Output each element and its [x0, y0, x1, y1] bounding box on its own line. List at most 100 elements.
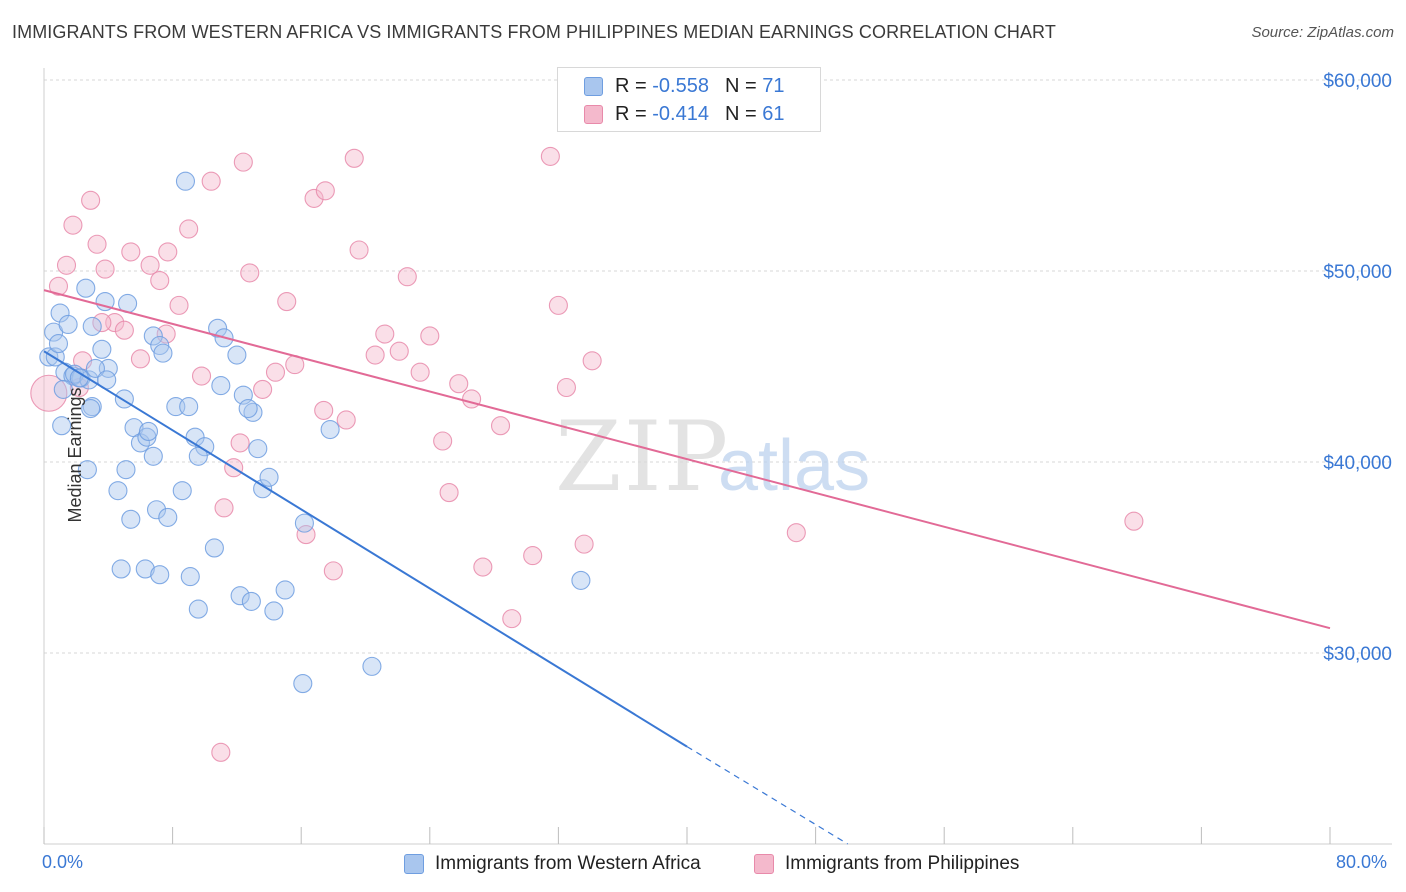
data-point: [153, 343, 173, 363]
data-point: [56, 255, 77, 275]
data-point: [92, 339, 112, 359]
data-point: [230, 433, 250, 453]
data-point: [294, 513, 314, 533]
data-point: [158, 507, 178, 527]
y-tick-label: $30,000: [1323, 644, 1392, 665]
data-point: [433, 431, 453, 451]
data-point: [58, 314, 78, 335]
data-point: [195, 437, 215, 457]
data-point: [397, 267, 417, 287]
pink-swatch-icon: [754, 854, 774, 874]
series-western-africa-points: [39, 171, 591, 694]
legend-row-western-africa: R = -0.558 N = 71: [584, 73, 784, 99]
data-point: [48, 276, 69, 296]
data-point: [121, 509, 141, 529]
data-point: [150, 270, 170, 291]
data-point: [158, 242, 178, 262]
data-point: [420, 326, 440, 346]
data-point: [233, 152, 253, 172]
data-point: [95, 259, 115, 279]
data-point: [240, 263, 260, 283]
data-point: [786, 523, 806, 543]
data-point: [556, 377, 576, 398]
source-note: Source: ZipAtlas.com: [1251, 24, 1394, 41]
data-point: [362, 656, 382, 676]
data-point: [179, 397, 199, 417]
data-point: [277, 292, 297, 312]
data-point: [150, 565, 170, 585]
data-point: [548, 295, 568, 315]
data-point: [30, 374, 68, 412]
data-point: [63, 215, 83, 235]
watermark-zip: ZIP: [555, 401, 730, 513]
data-point: [52, 416, 72, 436]
data-point: [121, 242, 141, 262]
legend-n-label: N =: [724, 74, 757, 97]
data-point: [264, 601, 284, 621]
legend-row-philippines: R = -0.414 N = 61: [584, 101, 784, 127]
data-point: [138, 421, 159, 441]
data-point: [92, 313, 112, 333]
data-point: [574, 534, 594, 554]
data-point: [344, 148, 364, 168]
data-point: [175, 171, 196, 191]
legend-r-value: -0.558: [652, 74, 709, 97]
data-point: [108, 481, 128, 501]
series-philippines-points: [30, 146, 1144, 762]
data-point: [81, 398, 101, 419]
y-axis-label: Median Earnings: [65, 387, 86, 523]
legend-n-label: N =: [724, 102, 757, 125]
data-point: [140, 255, 160, 275]
data-point: [76, 278, 96, 298]
data-point: [523, 546, 543, 566]
legend-r-label: R =: [615, 102, 647, 125]
data-point: [248, 439, 268, 459]
data-point: [462, 389, 482, 409]
y-tick-label: $60,000: [1323, 71, 1392, 92]
data-point: [449, 374, 469, 394]
data-point: [365, 345, 385, 365]
data-point: [50, 303, 70, 323]
data-point: [208, 318, 228, 338]
data-point: [349, 240, 369, 260]
data-point: [130, 349, 150, 369]
axes: [43, 68, 1392, 845]
data-point: [439, 483, 459, 503]
data-point: [230, 586, 250, 606]
data-point: [227, 345, 247, 365]
chart-title: IMMIGRANTS FROM WESTERN AFRICA VS IMMIGR…: [12, 22, 1056, 42]
data-point: [211, 742, 231, 762]
data-point: [320, 419, 340, 440]
trend-line-philippines: [43, 289, 1331, 630]
data-point: [490, 416, 511, 436]
data-point: [571, 570, 591, 590]
data-point: [259, 467, 279, 487]
data-point: [191, 366, 212, 386]
data-point: [77, 460, 97, 480]
data-point: [336, 410, 356, 430]
legend-r-label: R =: [615, 74, 647, 97]
pink-swatch-icon: [584, 104, 603, 124]
data-point: [143, 446, 163, 466]
data-point: [143, 326, 163, 346]
data-point: [582, 351, 602, 371]
data-point: [214, 498, 234, 518]
trend-line-western-africa: [43, 350, 688, 748]
data-point: [293, 674, 313, 694]
data-point: [180, 567, 200, 587]
correlation-legend: R = -0.558 N = 71 R = -0.414 N = 61: [557, 67, 821, 132]
trend-lines: [43, 289, 1331, 845]
bottom-legend-label: Immigrants from Western Africa: [435, 853, 701, 874]
data-point: [48, 334, 69, 354]
data-point: [116, 460, 136, 480]
x-axis-min-label: 0.0%: [42, 852, 84, 872]
bottom-legend-label: Immigrants from Philippines: [785, 853, 1020, 874]
data-point: [304, 188, 324, 208]
data-point: [1124, 511, 1144, 531]
watermark-atlas: atlas: [718, 426, 870, 506]
data-point: [323, 561, 343, 581]
data-point: [150, 335, 170, 356]
data-point: [253, 379, 273, 399]
data-point: [315, 181, 335, 201]
data-point: [473, 557, 493, 577]
